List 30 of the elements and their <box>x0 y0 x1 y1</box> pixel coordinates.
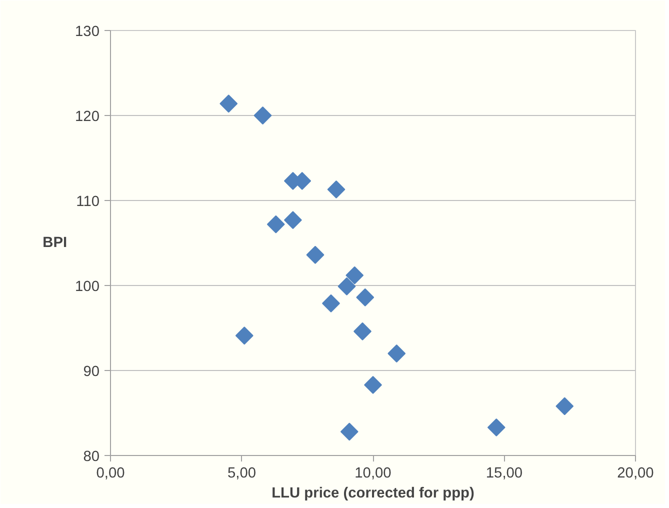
y-tick-label: 120 <box>75 109 100 125</box>
y-tick-label: 80 <box>83 449 100 465</box>
y-tick-label: 100 <box>75 279 100 295</box>
point <box>327 180 346 198</box>
point <box>487 418 506 436</box>
y-tick-label: 90 <box>83 364 100 380</box>
point <box>556 397 574 416</box>
x-tick-label: 15,00 <box>486 466 523 482</box>
x-tick-label: 20,00 <box>617 466 654 482</box>
x-axis-title: LLU price (corrected for ppp) <box>272 486 474 502</box>
x-tick-label: 10,00 <box>354 466 392 482</box>
point <box>346 266 364 284</box>
point <box>338 277 356 296</box>
point <box>306 246 324 264</box>
point <box>284 211 302 230</box>
y-axis-title: BPI <box>42 235 68 251</box>
point <box>388 344 406 362</box>
point <box>220 94 238 113</box>
point <box>266 215 285 234</box>
x-tick-label: 0,00 <box>96 466 125 482</box>
point <box>340 422 358 441</box>
point <box>235 326 254 345</box>
x-tick-label: 5,00 <box>227 466 256 482</box>
point <box>322 294 340 312</box>
point <box>354 322 372 340</box>
point <box>254 106 272 124</box>
point <box>356 288 374 306</box>
point <box>364 376 382 394</box>
y-tick-label: 130 <box>75 24 100 40</box>
y-tick-label: 110 <box>76 194 100 210</box>
